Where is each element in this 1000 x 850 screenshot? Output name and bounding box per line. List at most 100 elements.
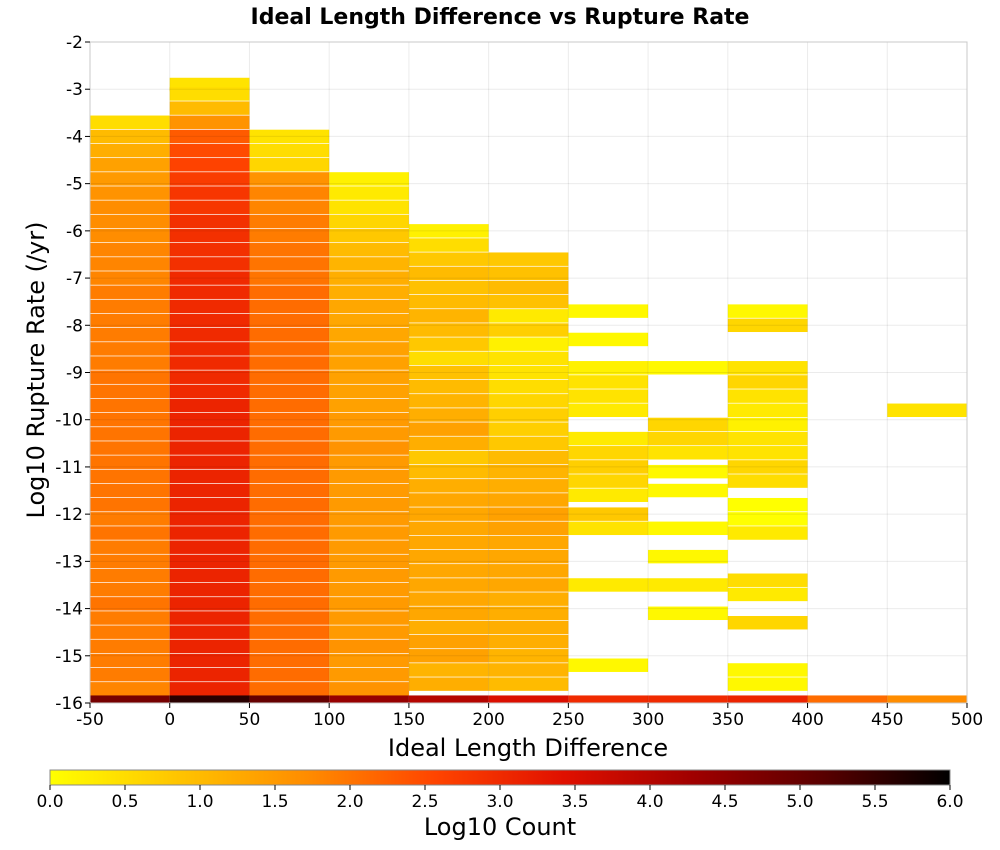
y-tick-label: -5 [66, 175, 83, 195]
heatmap-cell [249, 243, 330, 257]
heatmap-cell [329, 370, 409, 384]
heatmap-cell [329, 214, 409, 229]
heatmap-cell [249, 285, 330, 299]
heatmap-cell [169, 313, 250, 328]
heatmap-cell [329, 186, 409, 200]
heatmap-cell [249, 172, 330, 186]
y-tick-label: -6 [66, 222, 83, 242]
heatmap-cell [488, 564, 569, 578]
x-tick-label: 0 [164, 710, 175, 730]
heatmap-cell [329, 483, 409, 498]
heatmap-cell [329, 625, 409, 639]
colorbar-tick-label: 0.0 [36, 792, 63, 812]
heatmap-cell [249, 257, 330, 271]
heatmap-cell [887, 695, 967, 703]
heatmap-cell [90, 512, 170, 526]
heatmap-cell [249, 271, 330, 285]
heatmap-cell [90, 299, 170, 314]
heatmap-cell [568, 389, 649, 403]
heatmap-cell [648, 578, 728, 592]
chart-title: Ideal Length Difference vs Rupture Rate [251, 5, 750, 30]
heatmap-cell [169, 597, 250, 611]
heatmap-cell [90, 200, 170, 214]
heatmap-cell [249, 695, 330, 703]
heatmap-cell [90, 228, 170, 243]
heatmap-cell [408, 620, 489, 635]
heatmap-cell [249, 611, 330, 625]
heatmap-cell [488, 620, 569, 635]
heatmap-cell [249, 398, 330, 413]
heatmap-cell [727, 446, 808, 460]
heatmap-cell [249, 682, 330, 696]
colorbar-ticks: 0.0 0.5 1.0 1.5 2.0 2.5 3.0 3.5 4.0 4.5 5.0 5.5 6.0 [36, 785, 964, 812]
heatmap-cell [488, 309, 569, 323]
y-tick-label: -3 [66, 80, 83, 100]
heatmap-cell [488, 649, 569, 663]
heatmap-cell [329, 455, 409, 469]
heatmap-cell [488, 294, 569, 309]
heatmap-cell [329, 611, 409, 625]
heatmap-cell [249, 469, 330, 484]
heatmap-cell [90, 582, 170, 597]
heatmap-cell [568, 304, 649, 318]
heatmap-cell [408, 549, 489, 564]
heatmap-cell [169, 412, 250, 427]
heatmap-cell [249, 299, 330, 314]
heatmap-cell [648, 483, 728, 498]
heatmap-cell [329, 257, 409, 271]
colorbar-tick-label: 5.0 [786, 792, 813, 812]
heatmap-cell [488, 337, 569, 351]
heatmap-cell [90, 271, 170, 285]
heatmap-cell [90, 398, 170, 413]
y-tick-label: -8 [66, 316, 83, 336]
heatmap-cell [329, 540, 409, 554]
heatmap-cell [169, 568, 250, 583]
heatmap-cell [568, 507, 649, 521]
heatmap-cell [488, 323, 569, 337]
heatmap-cell [727, 431, 808, 446]
heatmap-cell [90, 356, 170, 370]
heatmap-cell [249, 455, 330, 469]
heatmap-cell [169, 158, 250, 172]
heatmap-cell [169, 143, 250, 158]
heatmap-cell [727, 587, 808, 602]
heatmap-cell [568, 332, 649, 347]
heatmap-cell [568, 658, 649, 672]
heatmap-cell [90, 597, 170, 611]
heatmap-cell [408, 280, 489, 295]
heatmap-cell [329, 384, 409, 399]
heatmap-cell [90, 172, 170, 186]
heatmap-cell [329, 695, 409, 703]
colorbar-tick-label: 3.0 [486, 792, 513, 812]
colorbar-tick-label: 4.5 [711, 792, 738, 812]
heatmap-cell [90, 384, 170, 399]
heatmap-cell [488, 592, 569, 606]
heatmap-cell [408, 507, 489, 521]
heatmap-cell [169, 455, 250, 469]
heatmap-cell [169, 695, 250, 703]
heatmap-cell [169, 582, 250, 597]
heatmap-cell [488, 408, 569, 422]
y-tick-label: -10 [55, 411, 83, 431]
heatmap-cell [329, 469, 409, 484]
heatmap-cell [408, 634, 489, 649]
heatmap-cell [568, 403, 649, 417]
heatmap-cells [90, 77, 967, 703]
x-tick-label: 250 [552, 710, 584, 730]
heatmap-cell [249, 158, 330, 172]
heatmap-cell [488, 663, 569, 677]
heatmap-cell [90, 257, 170, 271]
heatmap-cell [90, 285, 170, 299]
heatmap-cell [169, 129, 250, 144]
heatmap-cell [488, 677, 569, 691]
heatmap-cell [488, 280, 569, 295]
heatmap-cell [488, 394, 569, 408]
colorbar-tick-label: 2.5 [411, 792, 438, 812]
heatmap-cell [488, 351, 569, 366]
heatmap-cell [408, 695, 489, 703]
heatmap-cell [408, 479, 489, 493]
heatmap-cell [648, 464, 728, 479]
colorbar-tick-label: 0.5 [111, 792, 138, 812]
heatmap-cell [169, 554, 250, 569]
heatmap-cell [249, 427, 330, 441]
